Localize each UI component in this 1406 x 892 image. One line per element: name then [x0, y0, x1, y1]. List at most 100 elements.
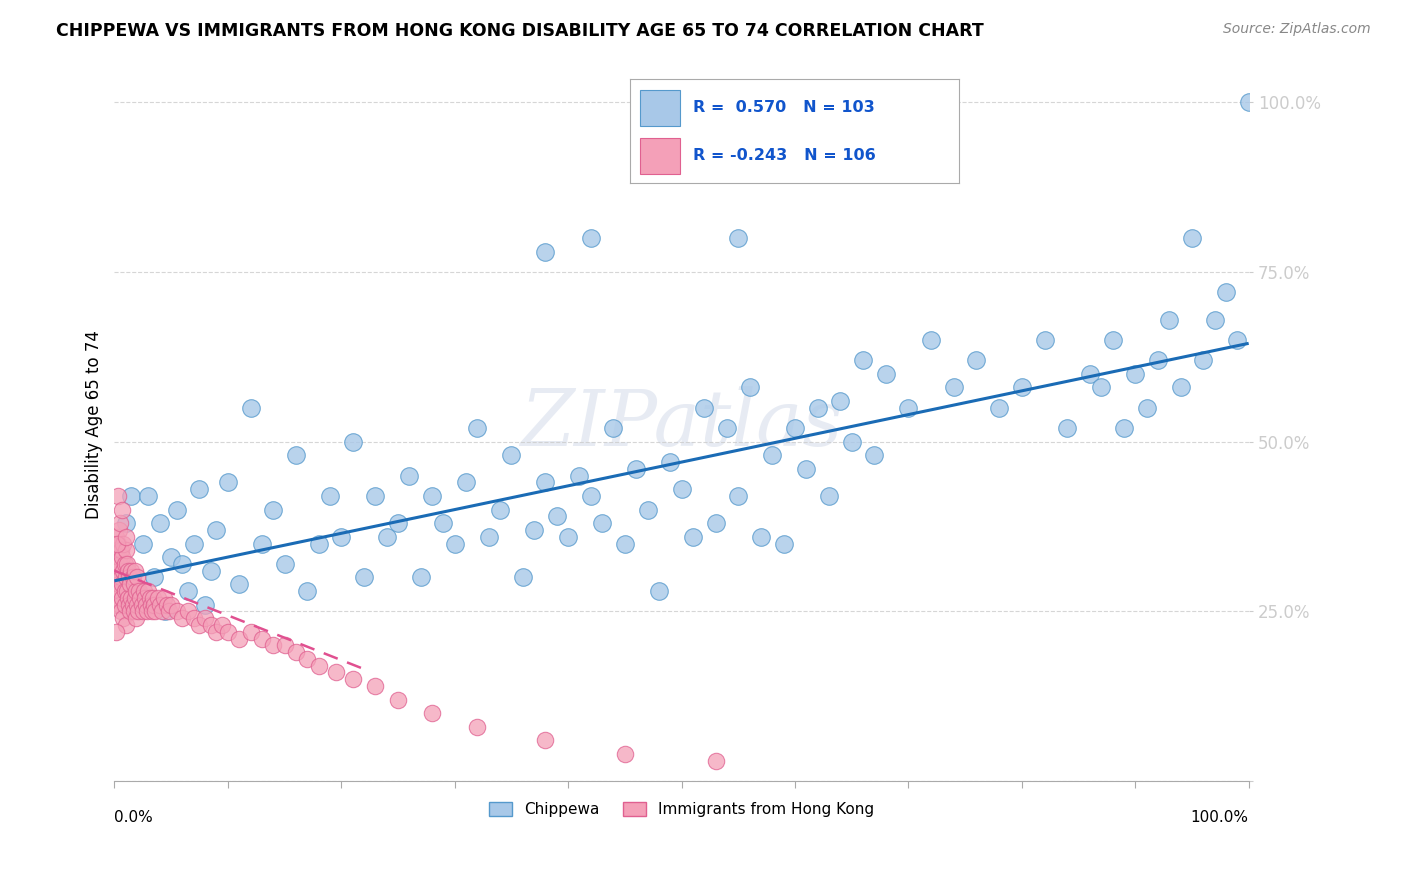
- Point: [194, 598, 217, 612]
- Point: [107, 489, 129, 503]
- Point: [138, 489, 160, 503]
- Point: [738, 380, 761, 394]
- Point: [284, 448, 307, 462]
- Point: [375, 530, 398, 544]
- Point: [783, 421, 806, 435]
- Point: [308, 658, 330, 673]
- Point: [110, 604, 132, 618]
- Point: [852, 353, 875, 368]
- Point: [111, 577, 134, 591]
- Point: [818, 489, 841, 503]
- Point: [330, 530, 353, 544]
- Point: [1056, 421, 1078, 435]
- Point: [108, 516, 131, 530]
- Point: [546, 509, 568, 524]
- Point: [115, 584, 138, 599]
- Point: [1101, 333, 1123, 347]
- Point: [194, 611, 217, 625]
- Point: [132, 584, 155, 599]
- Point: [353, 570, 375, 584]
- Point: [1123, 367, 1146, 381]
- Point: [121, 598, 143, 612]
- Point: [110, 543, 132, 558]
- Point: [863, 448, 886, 462]
- Point: [166, 604, 188, 618]
- Point: [111, 502, 134, 516]
- Text: 100.0%: 100.0%: [1191, 810, 1249, 824]
- Point: [143, 604, 166, 618]
- Point: [105, 536, 128, 550]
- Point: [262, 502, 284, 516]
- Point: [1033, 333, 1056, 347]
- Point: [127, 570, 149, 584]
- Point: [120, 577, 142, 591]
- Point: [1237, 95, 1260, 110]
- Point: [1192, 353, 1215, 368]
- Point: [749, 530, 772, 544]
- Point: [342, 434, 364, 449]
- Point: [107, 564, 129, 578]
- Point: [114, 584, 136, 599]
- Point: [111, 591, 134, 605]
- Point: [794, 462, 817, 476]
- Point: [420, 706, 443, 720]
- Point: [1112, 421, 1135, 435]
- Point: [200, 618, 222, 632]
- Point: [501, 448, 523, 462]
- Point: [409, 570, 432, 584]
- Point: [114, 618, 136, 632]
- Point: [297, 652, 319, 666]
- Point: [157, 604, 180, 618]
- Point: [107, 536, 129, 550]
- Point: [682, 530, 704, 544]
- Point: [114, 570, 136, 584]
- Point: [432, 516, 454, 530]
- Point: [319, 489, 342, 503]
- Point: [124, 564, 146, 578]
- Point: [105, 570, 128, 584]
- Point: [772, 536, 794, 550]
- Point: [114, 516, 136, 530]
- Point: [591, 516, 613, 530]
- Point: [273, 557, 295, 571]
- Point: [920, 333, 942, 347]
- Point: [387, 692, 409, 706]
- Point: [965, 353, 987, 368]
- Point: [122, 604, 145, 618]
- Point: [115, 557, 138, 571]
- Point: [988, 401, 1011, 415]
- Point: [693, 401, 716, 415]
- Point: [443, 536, 465, 550]
- Point: [568, 468, 591, 483]
- Text: ZIPatlas: ZIPatlas: [520, 386, 842, 463]
- Point: [454, 475, 477, 490]
- Point: [1090, 380, 1112, 394]
- Point: [112, 536, 135, 550]
- Point: [364, 489, 387, 503]
- Point: [132, 536, 155, 550]
- Point: [134, 591, 156, 605]
- Point: [114, 598, 136, 612]
- Point: [112, 611, 135, 625]
- Point: [761, 448, 783, 462]
- Point: [166, 502, 188, 516]
- Legend: Chippewa, Immigrants from Hong Kong: Chippewa, Immigrants from Hong Kong: [484, 796, 880, 823]
- Point: [118, 570, 141, 584]
- Point: [398, 468, 420, 483]
- Point: [121, 570, 143, 584]
- Point: [114, 557, 136, 571]
- Point: [704, 754, 727, 768]
- Point: [467, 421, 489, 435]
- Point: [132, 604, 155, 618]
- Point: [512, 570, 534, 584]
- Point: [104, 530, 127, 544]
- Point: [205, 523, 228, 537]
- Point: [108, 584, 131, 599]
- Point: [205, 624, 228, 639]
- Point: [1011, 380, 1033, 394]
- Point: [228, 577, 250, 591]
- Point: [122, 577, 145, 591]
- Point: [149, 516, 172, 530]
- Point: [1159, 312, 1181, 326]
- Text: 0.0%: 0.0%: [114, 810, 153, 824]
